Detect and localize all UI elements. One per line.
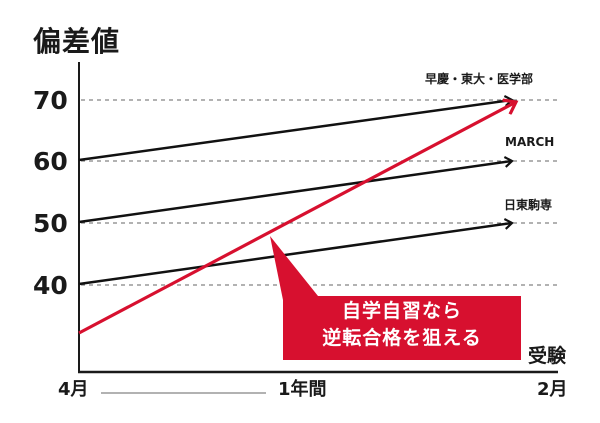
callout-text: 自学自習なら 逆転合格を狙える [283, 298, 521, 352]
callout-line-1: 自学自習なら [341, 300, 462, 322]
series-line-mid [78, 156, 514, 224]
callout-box [270, 236, 521, 360]
series-label-mid: MARCH [505, 135, 555, 149]
x-tick-end: 2月 [537, 379, 568, 400]
y-tick-60: 60 [33, 147, 68, 176]
x-tick-start: 4月 [58, 379, 89, 400]
y-tick-70: 70 [33, 86, 68, 115]
series-line-red [78, 102, 516, 335]
y-tick-40: 40 [33, 271, 68, 300]
series-label-top: 早慶・東大・医学部 [425, 72, 534, 86]
x-tick-mid: 1年間 [278, 379, 327, 400]
exam-label: 受験 [528, 345, 567, 367]
series-line-low [78, 218, 514, 286]
series-line-top [78, 95, 514, 162]
chart-title: 偏差値 [33, 25, 121, 58]
series-label-low: 日東駒専 [504, 198, 553, 212]
y-tick-50: 50 [33, 209, 68, 238]
callout-line-2: 逆転合格を狙える [322, 327, 482, 349]
